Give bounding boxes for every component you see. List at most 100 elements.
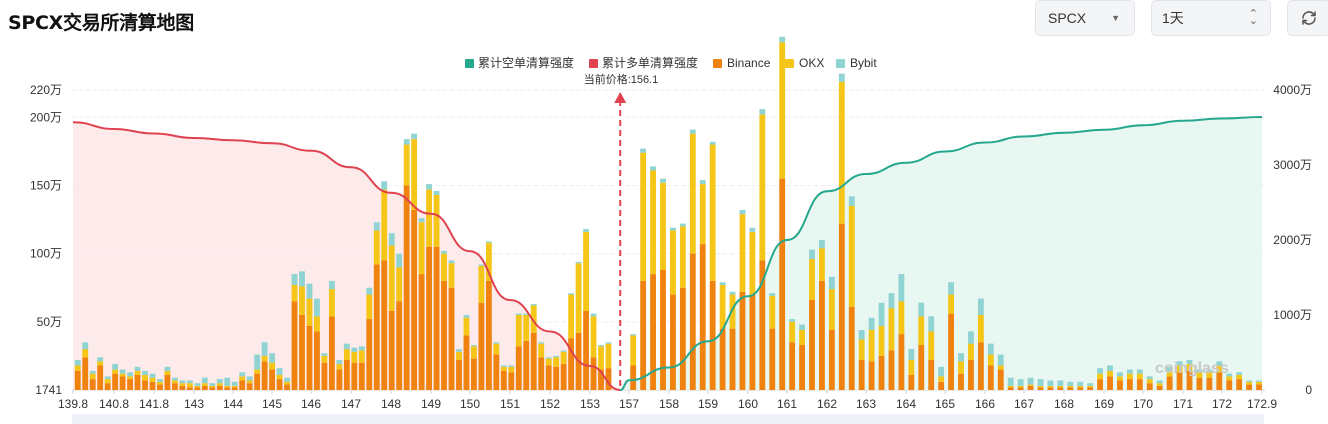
- bar-okx[interactable]: [336, 364, 343, 370]
- bar-okx[interactable]: [868, 330, 875, 362]
- bar-bybit[interactable]: [968, 331, 974, 344]
- bar-okx[interactable]: [1236, 375, 1243, 380]
- bar-bybit[interactable]: [261, 342, 268, 356]
- bar-bybit[interactable]: [709, 141, 716, 145]
- bar-binance[interactable]: [343, 360, 350, 390]
- bar-bybit[interactable]: [403, 139, 410, 145]
- bar-bybit[interactable]: [858, 330, 865, 340]
- bar-okx[interactable]: [157, 381, 163, 385]
- bar-okx[interactable]: [1107, 370, 1113, 377]
- bar-okx[interactable]: [828, 289, 835, 330]
- bar-binance[interactable]: [1126, 379, 1133, 390]
- bar-bybit[interactable]: [1037, 379, 1044, 386]
- bar-okx[interactable]: [149, 377, 156, 382]
- bar-okx[interactable]: [216, 383, 223, 386]
- bar-bybit[interactable]: [1166, 366, 1173, 371]
- zoom-scrollbar[interactable]: [72, 414, 1264, 424]
- bar-bybit[interactable]: [381, 181, 388, 190]
- bar-bybit[interactable]: [699, 180, 706, 185]
- bar-okx[interactable]: [838, 81, 845, 224]
- bar-bybit[interactable]: [194, 383, 201, 386]
- bar-bybit[interactable]: [598, 345, 604, 347]
- bar-bybit[interactable]: [958, 353, 964, 362]
- bar-binance[interactable]: [583, 310, 589, 390]
- bar-okx[interactable]: [1047, 385, 1054, 388]
- bar-bybit[interactable]: [938, 366, 945, 377]
- bar-binance[interactable]: [640, 280, 647, 390]
- bar-binance[interactable]: [157, 384, 163, 390]
- bar-okx[interactable]: [799, 330, 805, 345]
- bar-bybit[interactable]: [456, 349, 462, 352]
- bar-okx[interactable]: [471, 346, 477, 359]
- bar-bybit[interactable]: [1097, 368, 1104, 374]
- bar-bybit[interactable]: [433, 190, 440, 195]
- bar-okx[interactable]: [373, 230, 380, 265]
- bar-okx[interactable]: [328, 289, 335, 317]
- bar-binance[interactable]: [789, 342, 796, 390]
- bar-binance[interactable]: [261, 361, 268, 390]
- bar-okx[interactable]: [1216, 365, 1223, 373]
- bar-bybit[interactable]: [749, 227, 756, 232]
- bar-bybit[interactable]: [1017, 379, 1024, 386]
- bar-binance[interactable]: [1206, 377, 1213, 390]
- bar-bybit[interactable]: [898, 274, 905, 302]
- bar-okx[interactable]: [299, 286, 305, 315]
- bar-binance[interactable]: [938, 381, 945, 390]
- bar-binance[interactable]: [276, 379, 283, 390]
- bar-binance[interactable]: [463, 335, 470, 390]
- bar-okx[interactable]: [478, 265, 485, 303]
- bar-binance[interactable]: [679, 287, 686, 390]
- bar-okx[interactable]: [630, 335, 637, 366]
- bar-bybit[interactable]: [314, 298, 320, 317]
- bar-bybit[interactable]: [719, 282, 726, 285]
- bar-bybit[interactable]: [112, 364, 119, 370]
- bar-okx[interactable]: [699, 184, 706, 245]
- bar-bybit[interactable]: [560, 350, 567, 352]
- bar-bybit[interactable]: [650, 166, 656, 171]
- bar-okx[interactable]: [1067, 385, 1074, 388]
- bar-okx[interactable]: [660, 182, 666, 270]
- bar-bybit[interactable]: [306, 283, 313, 299]
- bar-bybit[interactable]: [789, 319, 796, 322]
- bar-binance[interactable]: [1216, 372, 1223, 390]
- bar-bybit[interactable]: [530, 304, 537, 306]
- bar-binance[interactable]: [224, 387, 231, 390]
- bar-binance[interactable]: [1226, 380, 1233, 390]
- bar-okx[interactable]: [819, 248, 825, 281]
- bar-okx[interactable]: [809, 259, 815, 300]
- bar-binance[interactable]: [1007, 387, 1014, 390]
- bar-okx[interactable]: [172, 380, 178, 384]
- bar-okx[interactable]: [493, 343, 500, 355]
- bar-bybit[interactable]: [689, 129, 696, 134]
- bar-binance[interactable]: [373, 264, 380, 390]
- bar-okx[interactable]: [134, 370, 141, 375]
- short-cum-line[interactable]: [619, 116, 1263, 391]
- bar-bybit[interactable]: [838, 73, 845, 82]
- bar-bybit[interactable]: [1136, 369, 1143, 374]
- bar-binance[interactable]: [1176, 372, 1183, 390]
- bar-okx[interactable]: [194, 385, 201, 388]
- bar-okx[interactable]: [448, 263, 455, 288]
- bar-okx[interactable]: [418, 222, 425, 275]
- bar-bybit[interactable]: [1236, 372, 1243, 375]
- bar-bybit[interactable]: [142, 370, 148, 375]
- bar-binance[interactable]: [958, 373, 964, 390]
- bar-okx[interactable]: [433, 195, 440, 247]
- bar-okx[interactable]: [209, 385, 216, 388]
- bar-okx[interactable]: [590, 316, 597, 358]
- bar-okx[interactable]: [1166, 370, 1173, 377]
- bar-bybit[interactable]: [321, 353, 328, 356]
- bar-binance[interactable]: [246, 383, 253, 390]
- bar-okx[interactable]: [112, 369, 119, 374]
- bar-binance[interactable]: [142, 380, 148, 390]
- bar-okx[interactable]: [1087, 385, 1094, 388]
- bar-bybit[interactable]: [224, 377, 231, 386]
- bar-okx[interactable]: [343, 349, 350, 360]
- bar-bybit[interactable]: [729, 291, 736, 295]
- bar-binance[interactable]: [172, 383, 178, 390]
- bar-binance[interactable]: [545, 365, 552, 390]
- bar-bybit[interactable]: [908, 349, 915, 360]
- legend-item-bybit[interactable]: Bybit: [836, 56, 877, 70]
- bar-bybit[interactable]: [172, 377, 178, 381]
- bar-binance[interactable]: [515, 346, 522, 390]
